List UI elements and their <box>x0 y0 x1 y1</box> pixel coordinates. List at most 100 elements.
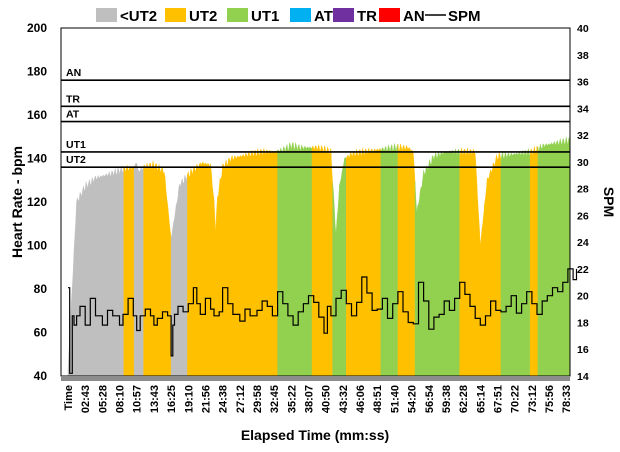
y2-tick-label-34: 34 <box>577 103 589 115</box>
x-tick-label-29: 78:33 <box>561 385 573 413</box>
x-tick-label-1: 02:43 <box>80 385 92 413</box>
x-tick-label-23: 62:28 <box>458 385 470 413</box>
x-tick-label-20: 54:20 <box>407 385 419 413</box>
x-tick-label-15: 40:50 <box>321 385 333 413</box>
hr-area-ut1-10 <box>380 143 399 376</box>
x-tick-label-22: 59:38 <box>441 385 453 413</box>
x-tick-label-12: 32:45 <box>269 385 281 413</box>
legend-label-2: UT1 <box>251 8 279 25</box>
hr-area-ut2-7 <box>311 144 333 376</box>
x-tick-label-17: 46:06 <box>355 385 367 413</box>
y-tick-label-80: 80 <box>34 282 48 296</box>
x-tick-label-8: 21:56 <box>200 385 212 413</box>
legend-swatch-0 <box>96 8 117 22</box>
x-tick-label-5: 13:43 <box>149 385 161 413</box>
zone-thresholds: UT2 UT1 AT TR AN <box>61 67 570 168</box>
y2-tick-label-16: 16 <box>577 344 589 356</box>
legend-swatch-3 <box>290 8 311 22</box>
hr-area-ut2-3 <box>143 160 172 376</box>
hr-area-ut1-17 <box>537 136 570 376</box>
y-tick-label-100: 100 <box>27 239 47 253</box>
y2-tick-label-38: 38 <box>577 50 589 62</box>
y2-tick-label-32: 32 <box>577 130 589 142</box>
legend-label-4: TR <box>357 8 377 25</box>
y2-tick-label-28: 28 <box>577 184 589 196</box>
x-tick-label-18: 48:51 <box>372 385 384 413</box>
hr-area-ut1-6 <box>277 141 313 376</box>
y2-axis-title: SPM <box>601 187 617 217</box>
x-tick-label-25: 67:51 <box>493 385 505 413</box>
y-axis-title: Heart Rate - bpm <box>9 146 25 258</box>
legend-swatch-2 <box>227 8 248 22</box>
x-tick-label-13: 35:22 <box>286 385 298 413</box>
x-tick-label-7: 19:10 <box>183 385 195 413</box>
hr-area-ut2-14 <box>477 151 502 376</box>
x-axis-title: Elapsed Time (mm:ss) <box>241 427 389 443</box>
y-tick-label-120: 120 <box>27 195 47 209</box>
hr-area-ut1-12 <box>414 148 460 376</box>
legend-swatch-1 <box>165 8 186 22</box>
hr-area-ut1-15 <box>500 148 531 376</box>
legend-label-5: AN <box>403 8 425 25</box>
x-tick-label-4: 10:57 <box>132 385 144 413</box>
hr-area-below-ut2-2 <box>133 162 144 376</box>
x-tick-label-2: 05:28 <box>97 385 109 413</box>
legend-swatch-5 <box>379 8 400 22</box>
hr-area-ut2-1 <box>123 165 135 376</box>
y2-tick-label-20: 20 <box>577 291 589 303</box>
legend-swatch-4 <box>333 8 354 22</box>
threshold-label-ut1: UT1 <box>66 139 86 151</box>
legend-label-1: UT2 <box>189 8 217 25</box>
x-tick-label-10: 27:12 <box>235 385 247 413</box>
x-tick-label-19: 51:40 <box>389 385 401 413</box>
threshold-label-tr: TR <box>66 93 80 105</box>
y-tick-label-40: 40 <box>34 369 48 383</box>
hr-area-ut2-16 <box>529 145 539 376</box>
hr-area-ut1-8 <box>332 157 347 376</box>
x-axis: Time 02:43 05:28 08:10 10:57 13:43 16:25 19:10 2… <box>63 384 573 413</box>
legend-label-3: AT <box>314 8 333 25</box>
x-tick-label-21: 56:54 <box>424 384 436 413</box>
hr-area-below-ut2-4 <box>170 174 188 376</box>
right-y-axis: 14 16 18 20 22 24 26 28 30 32 34 36 38 40 <box>577 23 589 383</box>
chart-legend: <UT2 UT2 UT1 AT TR AN SPM <box>96 8 481 25</box>
legend-label-6: SPM <box>448 8 481 25</box>
y2-tick-label-18: 18 <box>577 317 589 329</box>
y-tick-label-180: 180 <box>27 65 47 79</box>
x-tick-label-28: 75:56 <box>544 385 556 413</box>
threshold-label-an: AN <box>66 67 81 79</box>
x-tick-label-26: 70:22 <box>510 385 522 413</box>
x-tick-label-3: 08:10 <box>115 385 127 413</box>
y2-tick-label-24: 24 <box>577 237 589 249</box>
x-tick-label-16: 43:32 <box>338 385 350 413</box>
x-tick-label-6: 16:25 <box>166 385 178 413</box>
hr-area-ut2-13 <box>459 147 478 376</box>
y2-tick-label-30: 30 <box>577 157 589 169</box>
x-tick-label-24: 65:14 <box>475 384 487 413</box>
y2-tick-label-40: 40 <box>577 23 589 35</box>
hr-area-ut2-9 <box>346 147 381 376</box>
y2-tick-label-14: 14 <box>577 371 589 383</box>
spm-line <box>68 268 578 374</box>
x-tick-label-27: 73:12 <box>527 385 539 413</box>
y-tick-label-160: 160 <box>27 108 47 122</box>
left-y-axis: 40 60 80 100 120 140 160 180 200 <box>27 21 47 383</box>
x-tick-label-0: Time <box>63 385 75 410</box>
threshold-label-ut2: UT2 <box>66 154 86 166</box>
y2-tick-label-22: 22 <box>577 264 589 276</box>
y-tick-label-200: 200 <box>27 21 47 35</box>
y2-tick-label-36: 36 <box>577 77 589 89</box>
hr-area-ut2-11 <box>397 143 416 376</box>
hr-area-ut2-5 <box>187 148 278 376</box>
y-tick-label-60: 60 <box>34 326 48 340</box>
y2-tick-label-26: 26 <box>577 210 589 222</box>
x-tick-label-9: 24:38 <box>218 385 230 413</box>
y-tick-label-140: 140 <box>27 152 47 166</box>
hr-zone-areas <box>67 136 570 376</box>
legend-label-0: <UT2 <box>120 8 157 25</box>
x-tick-label-11: 29:58 <box>252 385 264 413</box>
x-tick-label-14: 38:07 <box>304 385 316 413</box>
x-axis-bar <box>61 376 570 381</box>
